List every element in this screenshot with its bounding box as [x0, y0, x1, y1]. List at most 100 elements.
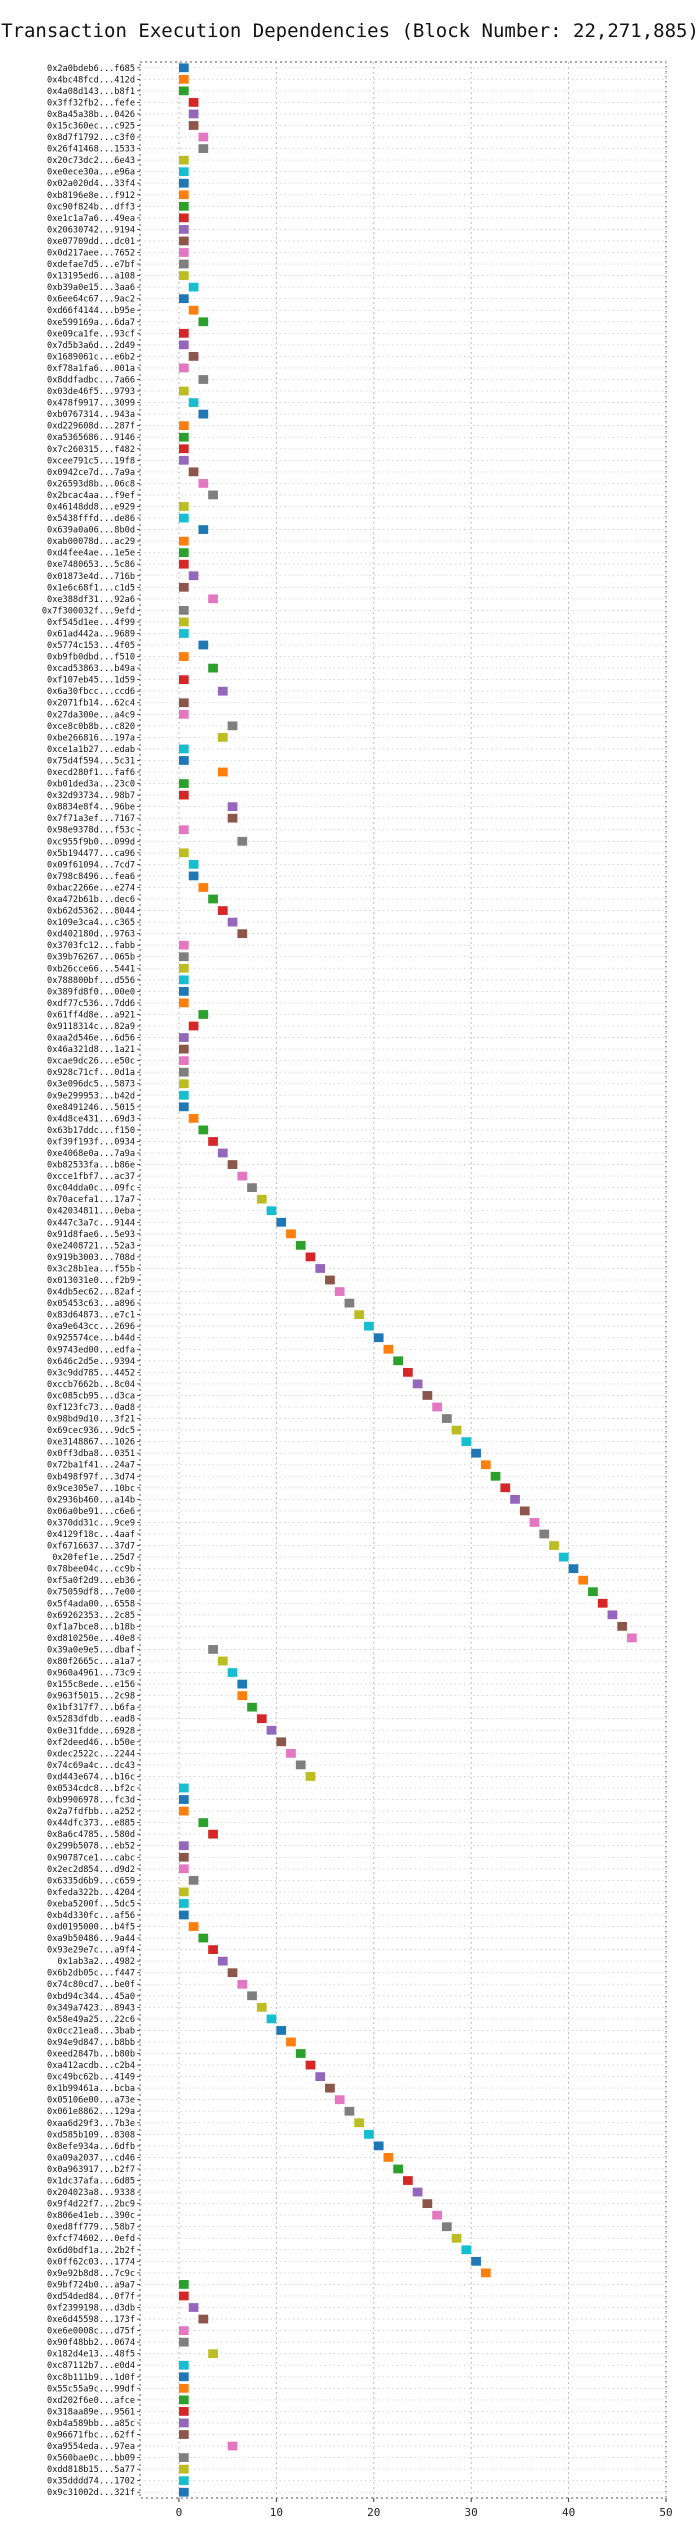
execution-bar	[276, 1737, 287, 1747]
execution-bar	[178, 779, 189, 788]
transaction-label: 0xfeda322b...4204	[47, 1888, 135, 1898]
execution-bar	[178, 825, 189, 835]
transaction-label: 0x204023a8...9338	[47, 2188, 135, 2198]
transaction-label: 0x9e92b8d8...7c9c	[47, 2269, 135, 2279]
execution-bar	[178, 698, 189, 708]
transaction-label: 0xed8ff779...58b7	[47, 2223, 135, 2233]
transaction-label: 0x01873e4d...716b	[47, 572, 135, 582]
transaction-label: 0x05106e00...a73e	[47, 2096, 135, 2106]
execution-bar	[539, 1529, 550, 1539]
transaction-label: 0xc90f824b...dff3	[47, 202, 135, 212]
execution-bar	[354, 2118, 365, 2128]
execution-bar	[627, 1633, 637, 1643]
transaction-label: 0xf123fc73...0ad8	[47, 1403, 135, 1413]
execution-bar	[178, 225, 189, 234]
execution-bar	[617, 1621, 628, 1631]
execution-bar	[178, 1079, 189, 1089]
transaction-label: 0xdf77c536...7dd6	[47, 999, 135, 1009]
transaction-label: 0x26f41468...1533	[47, 145, 135, 155]
execution-bar	[178, 421, 189, 431]
execution-bar	[227, 813, 238, 823]
transaction-label: 0x4129f18c...4aaf	[47, 1530, 135, 1540]
transaction-label: 0x5283dfdb...ead8	[47, 1715, 135, 1725]
transaction-label: 0xf107eb45...1d59	[47, 676, 135, 686]
transaction-label: 0x798c8496...fea6	[47, 872, 135, 882]
execution-bar	[237, 836, 248, 846]
transaction-label: 0xd202f6e0...afce	[47, 2396, 135, 2406]
transaction-label: 0xe599169a...6da7	[47, 318, 135, 328]
execution-bar	[178, 1841, 189, 1851]
x-tick-label: 0	[176, 2506, 183, 2519]
execution-bar	[217, 1656, 228, 1666]
execution-bar	[558, 1552, 569, 1562]
execution-bar	[208, 663, 218, 673]
transaction-label: 0xf78a1fa6...001a	[47, 364, 135, 374]
transaction-label: 0xecd280f1...faf6	[47, 768, 135, 778]
execution-bar	[208, 1945, 218, 1954]
execution-bar	[188, 121, 199, 130]
execution-bar	[441, 1414, 452, 1423]
transaction-label: 0xe1c1a7a6...49ea	[47, 214, 135, 224]
execution-bar	[422, 2199, 433, 2208]
execution-bar	[237, 929, 248, 939]
transaction-label: 0x06a0be91...c6e6	[47, 1507, 135, 1517]
transaction-label: 0xcae9dc26...e50c	[47, 1057, 135, 1067]
execution-bar	[461, 2245, 472, 2255]
execution-bar	[178, 201, 189, 211]
execution-bar	[217, 906, 228, 915]
execution-bar	[178, 74, 189, 84]
transaction-label: 0xb9fb0dbd...f510	[47, 653, 135, 663]
transaction-label: 0x98e9378d...f53c	[47, 826, 135, 836]
transaction-label: 0x63b17ddc...f150	[47, 1126, 135, 1136]
execution-bar	[178, 2407, 189, 2416]
transaction-label: 0xa9e643cc...2696	[47, 1322, 135, 1332]
transaction-label: 0x15c360ec...c925	[47, 121, 135, 131]
execution-bar	[422, 1391, 433, 1400]
transaction-label: 0x389fd8f0...00e0	[47, 987, 135, 997]
transaction-label: 0xf39f193f...0934	[47, 1137, 135, 1147]
execution-bar	[607, 1610, 618, 1620]
transaction-label: 0xb498f97f...3d74	[47, 1472, 135, 1482]
execution-bar	[198, 640, 209, 650]
transaction-label: 0x44dfc373...e885	[47, 1819, 135, 1829]
execution-bar	[471, 2256, 481, 2266]
execution-bar	[178, 582, 189, 592]
execution-bar	[393, 1356, 403, 1366]
execution-bar	[178, 1102, 189, 1112]
execution-bar	[198, 1933, 209, 1943]
transaction-label: 0x919b3003...708d	[47, 1253, 135, 1263]
transaction-label: 0x5774c153...4f05	[47, 641, 135, 651]
transaction-label: 0x109e3ca4...c365	[47, 918, 135, 928]
x-tick-label: 40	[562, 2506, 575, 2519]
transaction-label: 0x58e49a25...22c6	[47, 2015, 135, 2025]
execution-bar	[256, 1714, 267, 1724]
transaction-label: 0xe07709dd...dc01	[47, 237, 135, 247]
execution-bar	[295, 1760, 306, 1770]
execution-bar	[178, 2430, 189, 2439]
transaction-label: 0xa472b61b...dec6	[47, 895, 135, 905]
execution-bar	[178, 294, 189, 304]
execution-bar	[373, 1333, 384, 1343]
execution-bar	[217, 686, 228, 696]
execution-bar	[208, 490, 218, 500]
execution-bar	[178, 1033, 189, 1042]
execution-bar	[286, 1229, 296, 1239]
transaction-label: 0xce8c0b8b...c820	[47, 722, 135, 732]
transaction-label: 0x32d93734...98b7	[47, 791, 135, 801]
transaction-label: 0x8a45a38b...0426	[47, 110, 135, 120]
transaction-label: 0x4a08d143...b8f1	[47, 87, 135, 97]
transaction-label: 0x4d8ce431...69d3	[47, 1114, 135, 1124]
execution-bar	[188, 467, 199, 477]
execution-bar	[480, 1460, 491, 1470]
transaction-label: 0x9ce305e7...10bc	[47, 1484, 135, 1494]
execution-bar	[178, 2360, 189, 2370]
execution-bar	[178, 1783, 189, 1793]
transaction-label: 0x447c3a7c...9144	[47, 1218, 135, 1228]
transaction-label: 0x6b2db05c...f447	[47, 1969, 135, 1979]
transaction-label: 0x91d8fae6...5e93	[47, 1230, 135, 1240]
transaction-label: 0xbe266816...197a	[47, 733, 135, 743]
execution-bar	[344, 1298, 355, 1308]
execution-bar	[198, 1010, 209, 1019]
execution-bar	[266, 1725, 277, 1735]
execution-bar	[188, 352, 199, 361]
